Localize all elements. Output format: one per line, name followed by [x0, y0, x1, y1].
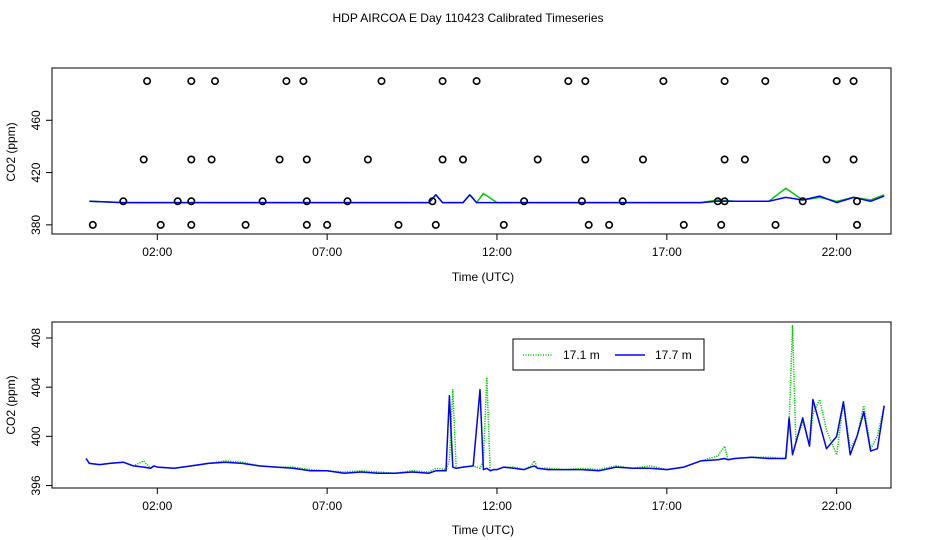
chart0-y-tick-label-1: 420 [29, 162, 43, 182]
legend-box [512, 338, 705, 371]
chart0-marker-2 [139, 155, 148, 164]
chart0-series-line-0 [89, 187, 885, 204]
chart0-marker-23 [377, 77, 386, 86]
chart0-marker-24 [394, 220, 403, 229]
chart0-x-tick-label-3: 17:00 [652, 245, 682, 259]
chart0-marker-31 [499, 220, 508, 229]
chart0-marker-7 [187, 155, 196, 164]
chart0-marker-19 [302, 197, 311, 206]
bottom-plot-frame [51, 321, 892, 489]
chart1-series-line-0 [85, 324, 885, 474]
chart0-marker-9 [187, 197, 196, 206]
chart1-x-tick-label-1: 07:00 [312, 499, 342, 513]
bottom-panel: 02:00 07:00 12:00 17:00 22:00 396 400 404 408 T… [4, 321, 892, 537]
chart0-marker-40 [618, 197, 627, 206]
chart0-marker-37 [581, 77, 590, 86]
figure-title: HDP AIRCOA E Day 110423 Calibrated Times… [332, 11, 603, 25]
chart0-marker-43 [679, 220, 688, 229]
top-plot-frame [51, 67, 892, 235]
chart0-marker-10 [207, 155, 216, 164]
chart0-marker-32 [520, 197, 529, 206]
chart0-marker-39 [605, 220, 614, 229]
chart0-marker-21 [343, 197, 352, 206]
chart0-marker-11 [211, 77, 220, 86]
chart0-marker-13 [258, 197, 267, 206]
chart0-x-tick-label-4: 22:00 [822, 245, 852, 259]
chart0-marker-38 [584, 220, 593, 229]
chart1-x-tick-label-3: 17:00 [652, 499, 682, 513]
top-y-axis-label: CO2 (ppm) [4, 122, 18, 181]
chart0-x-tick-label-0: 02:00 [142, 245, 172, 259]
chart0-marker-54 [832, 77, 841, 86]
chart0-marker-46 [720, 155, 729, 164]
chart0-y-tick-label-0: 380 [29, 215, 43, 235]
chart0-marker-12 [241, 220, 250, 229]
chart0-marker-14 [275, 155, 284, 164]
chart1-y-tick-label-0: 396 [29, 475, 43, 495]
chart0-marker-41 [638, 155, 647, 164]
chart0-y-tick-label-2: 460 [29, 110, 43, 130]
chart0-marker-4 [156, 220, 165, 229]
chart1-x-tick-label-4: 22:00 [822, 499, 852, 513]
chart0-marker-45 [717, 220, 726, 229]
chart0-marker-25 [428, 197, 437, 206]
bottom-x-axis-label: Time (UTC) [452, 523, 514, 537]
chart0-marker-53 [822, 155, 831, 164]
top-panel: 02:00 07:00 12:00 17:00 22:00 380 420 460 Time… [4, 67, 892, 284]
chart0-x-tick-label-2: 12:00 [482, 245, 512, 259]
chart0-marker-34 [564, 77, 573, 86]
chart0-marker-8 [187, 220, 196, 229]
chart0-marker-28 [438, 77, 447, 86]
chart0-marker-49 [740, 155, 749, 164]
chart1-series-line-1 [85, 388, 885, 474]
chart0-marker-17 [302, 155, 311, 164]
chart0-marker-22 [363, 155, 372, 164]
chart1-y-tick-label-1: 400 [29, 426, 43, 446]
chart0-x-tick-label-1: 07:00 [312, 245, 342, 259]
chart0-marker-58 [852, 220, 861, 229]
chart0-marker-0 [88, 220, 97, 229]
chart1-x-tick-label-0: 02:00 [142, 499, 172, 513]
chart0-marker-16 [299, 77, 308, 86]
chart0-marker-20 [323, 220, 332, 229]
chart0-marker-29 [458, 155, 467, 164]
bottom-y-axis-label: CO2 (ppm) [4, 375, 18, 434]
chart0-marker-35 [577, 197, 586, 206]
chart0-marker-5 [173, 197, 182, 206]
chart0-marker-26 [431, 220, 440, 229]
chart0-marker-57 [852, 197, 861, 206]
chart0-marker-50 [761, 77, 770, 86]
chart0-marker-52 [798, 197, 807, 206]
chart0-marker-1 [119, 197, 128, 206]
legend: 17.1 m 17.7 m [512, 338, 705, 371]
chart0-marker-48 [720, 197, 729, 206]
legend-label-17-1m: 17.1 m [563, 348, 600, 362]
chart0-marker-18 [302, 220, 311, 229]
legend-label-17-7m: 17.7 m [655, 348, 692, 362]
chart0-marker-30 [472, 77, 481, 86]
chart0-series-line-1 [89, 194, 885, 204]
chart1-y-tick-label-3: 408 [29, 328, 43, 348]
chart0-marker-27 [438, 155, 447, 164]
chart0-marker-51 [771, 220, 780, 229]
chart0-marker-47 [720, 77, 729, 86]
chart0-marker-42 [659, 77, 668, 86]
chart0-marker-55 [849, 77, 858, 86]
chart0-marker-15 [282, 77, 291, 86]
chart0-marker-3 [143, 77, 152, 86]
chart0-marker-33 [533, 155, 542, 164]
chart0-marker-56 [849, 155, 858, 164]
chart0-marker-6 [187, 77, 196, 86]
top-x-axis-label: Time (UTC) [452, 270, 514, 284]
chart0-marker-36 [581, 155, 590, 164]
chart1-y-tick-label-2: 404 [29, 377, 43, 397]
chart1-x-tick-label-2: 12:00 [482, 499, 512, 513]
